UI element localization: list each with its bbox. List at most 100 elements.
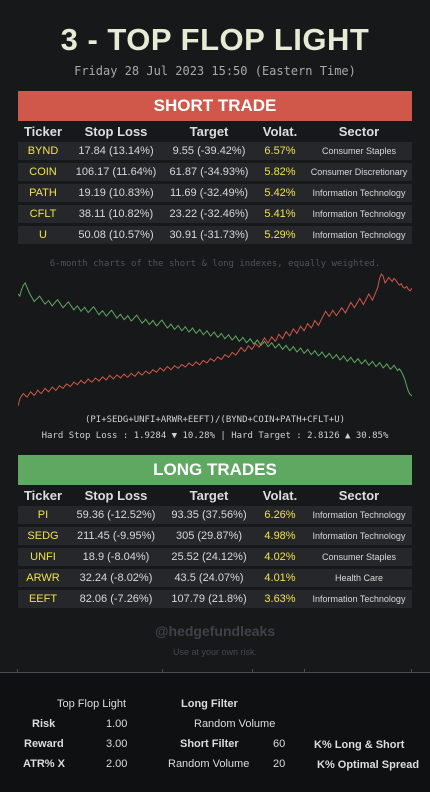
sector-cell: Information Technology (306, 590, 412, 608)
volatility-cell: 5.42% (254, 184, 306, 202)
stop-loss-cell: 106.17 (11.64%) (68, 163, 164, 181)
ticker-cell[interactable]: COIN (18, 163, 68, 181)
sector-cell: Information Technology (306, 527, 412, 545)
volatility-cell: 5.41% (254, 205, 306, 223)
short-filter-mode[interactable]: Random Volume (168, 758, 250, 770)
volatility-cell: 6.26% (254, 506, 306, 524)
table-row: SEDG 211.45 (-9.95%) 305 (29.87%) 4.98% … (18, 527, 412, 545)
stop-loss-cell: 82.06 (-7.26%) (68, 590, 164, 608)
chart-caption: 6-month charts of the short & long index… (49, 259, 381, 269)
target-cell: 23.22 (-32.46%) (164, 205, 254, 223)
target-cell: 9.55 (-39.42%) (164, 142, 254, 160)
settings-preset-name: Top Flop Light (57, 698, 127, 710)
long-filter-label: Long Filter (181, 698, 238, 710)
stop-loss-cell: 211.45 (-9.95%) (68, 527, 164, 545)
settings-panel: Top Flop Light Risk 1.00 Reward 3.00 ATR… (0, 673, 430, 792)
column-header-volatility: Volat. (262, 123, 298, 139)
divider-tick (17, 669, 18, 673)
ticker-cell[interactable]: SEDG (18, 527, 68, 545)
k-optimal-spread-label: K% Optimal Spread (317, 759, 420, 771)
atr-label: ATR% X (23, 758, 65, 770)
long-trades-table: Ticker Stop Loss Target Volat. Sector PI… (18, 484, 412, 611)
stop-loss-cell: 19.19 (10.83%) (68, 184, 164, 202)
short-trade-banner: SHORT TRADE (18, 91, 412, 121)
timestamp: Friday 28 Jul 2023 15:50 (Eastern Time) (74, 64, 356, 78)
table-header-row: Ticker Stop Loss Target Volat. Sector (18, 487, 412, 503)
short-trade-table: Ticker Stop Loss Target Volat. Sector BY… (18, 120, 412, 247)
risk-value[interactable]: 1.00 (106, 718, 128, 730)
long-index-line (18, 281, 412, 397)
ticker-cell[interactable]: BYND (18, 142, 68, 160)
column-header-ticker: Ticker (23, 123, 63, 139)
table-row: BYND 17.84 (13.14%) 9.55 (-39.42%) 6.57%… (18, 142, 412, 160)
target-cell: 93.35 (37.56%) (164, 506, 254, 524)
reward-value[interactable]: 3.00 (106, 738, 128, 750)
ticker-cell[interactable]: U (18, 226, 68, 244)
long-trades-banner: LONG TRADES (18, 455, 412, 485)
table-row: UNFI 18.9 (-8.04%) 25.52 (24.12%) 4.02% … (18, 548, 412, 566)
short-volume-value[interactable]: 20 (273, 758, 286, 770)
divider (0, 672, 430, 673)
target-cell: 30.91 (-31.73%) (164, 226, 254, 244)
stop-loss-cell: 38.11 (10.82%) (68, 205, 164, 223)
volatility-cell: 5.82% (254, 163, 306, 181)
column-header-sector: Sector (338, 123, 380, 139)
table-row: U 50.08 (10.57%) 30.91 (-31.73%) 5.29% I… (18, 226, 412, 244)
reward-label: Reward (24, 738, 64, 750)
column-header-stop-loss: Stop Loss (84, 123, 148, 139)
table-row: EEFT 82.06 (-7.26%) 107.79 (21.8%) 3.63%… (18, 590, 412, 608)
stop-loss-cell: 59.36 (-12.52%) (68, 506, 164, 524)
ticker-cell[interactable]: UNFI (18, 548, 68, 566)
volatility-cell: 4.02% (254, 548, 306, 566)
sector-cell: Information Technology (306, 506, 412, 524)
disclaimer: Use at your own risk. (172, 647, 258, 657)
volatility-cell: 4.01% (254, 569, 306, 587)
column-header-target: Target (189, 123, 229, 139)
sector-cell: Consumer Discretionary (306, 163, 412, 181)
volatility-cell: 6.57% (254, 142, 306, 160)
sector-cell: Information Technology (306, 184, 412, 202)
author-handle: @hedgefundleaks (154, 623, 276, 639)
index-formula: (PI+SEDG+UNFI+ARWR+EEFT)/(BYND+COIN+PATH… (84, 415, 346, 425)
stop-loss-cell: 50.08 (10.57%) (68, 226, 164, 244)
ticker-cell[interactable]: ARWR (18, 569, 68, 587)
stop-loss-cell: 18.9 (-8.04%) (68, 548, 164, 566)
column-header-sector: Sector (338, 487, 380, 503)
stop-loss-cell: 32.24 (-8.02%) (68, 569, 164, 587)
stop-loss-cell: 17.84 (13.14%) (68, 142, 164, 160)
target-cell: 43.5 (24.07%) (164, 569, 254, 587)
volatility-cell: 5.29% (254, 226, 306, 244)
column-header-target: Target (189, 487, 229, 503)
table-header-row: Ticker Stop Loss Target Volat. Sector (18, 123, 412, 139)
atr-value[interactable]: 2.00 (106, 758, 128, 770)
table-row: PATH 19.19 (10.83%) 11.69 (-32.49%) 5.42… (18, 184, 412, 202)
k-long-short-label: K% Long & Short (314, 739, 405, 751)
target-cell: 25.52 (24.12%) (164, 548, 254, 566)
ticker-cell[interactable]: PI (18, 506, 68, 524)
page-title: 3 - TOP FLOP LIGHT (60, 22, 370, 57)
hard-stop-target-line: Hard Stop Loss : 1.9284 ▼ 10.28% | Hard … (41, 431, 389, 441)
divider-tick (162, 669, 163, 673)
target-cell: 61.87 (-34.93%) (164, 163, 254, 181)
column-header-stop-loss: Stop Loss (84, 487, 148, 503)
table-row: COIN 106.17 (11.64%) 61.87 (-34.93%) 5.8… (18, 163, 412, 181)
divider-tick (304, 669, 305, 673)
target-cell: 107.79 (21.8%) (164, 590, 254, 608)
ticker-cell[interactable]: PATH (18, 184, 68, 202)
ticker-cell[interactable]: CFLT (18, 205, 68, 223)
table-row: CFLT 38.11 (10.82%) 23.22 (-32.46%) 5.41… (18, 205, 412, 223)
target-cell: 305 (29.87%) (164, 527, 254, 545)
target-cell: 11.69 (-32.49%) (164, 184, 254, 202)
index-chart (18, 273, 412, 407)
short-filter-label: Short Filter (180, 738, 239, 750)
volatility-cell: 4.98% (254, 527, 306, 545)
column-header-volatility: Volat. (262, 487, 298, 503)
risk-label: Risk (32, 718, 56, 730)
sector-cell: Consumer Staples (306, 548, 412, 566)
ticker-cell[interactable]: EEFT (18, 590, 68, 608)
table-row: PI 59.36 (-12.52%) 93.35 (37.56%) 6.26% … (18, 506, 412, 524)
volatility-cell: 3.63% (254, 590, 306, 608)
long-filter-value[interactable]: Random Volume (194, 718, 276, 730)
short-filter-value[interactable]: 60 (273, 738, 286, 750)
table-row: ARWR 32.24 (-8.02%) 43.5 (24.07%) 4.01% … (18, 569, 412, 587)
